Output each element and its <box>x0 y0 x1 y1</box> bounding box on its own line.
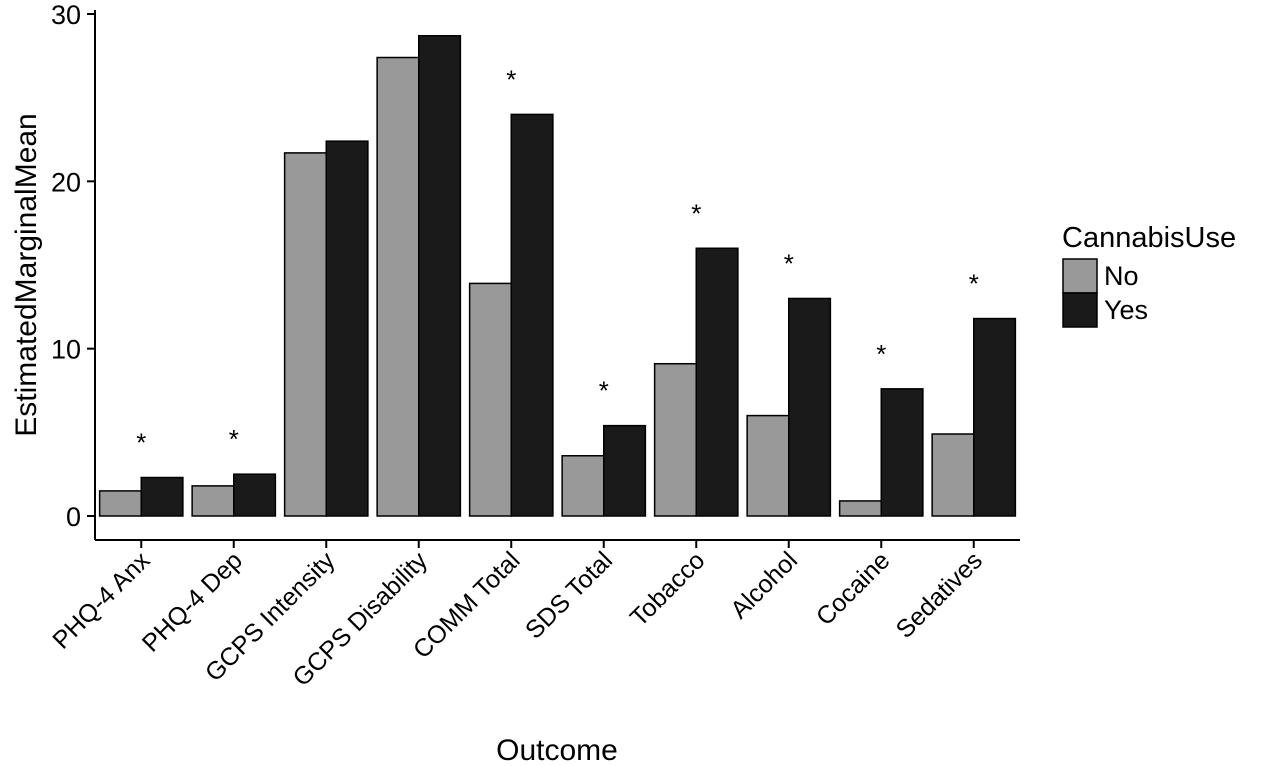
x-tick-label: Alcohol <box>725 546 803 624</box>
legend: CannabisUse No Yes <box>1062 222 1236 328</box>
legend-swatch-no <box>1062 258 1098 294</box>
x-tick-label: Tobacco <box>625 546 711 632</box>
bar-yes <box>140 476 184 517</box>
bar-yes <box>418 35 462 517</box>
bar-no <box>376 56 420 517</box>
bar-yes <box>233 473 277 517</box>
legend-swatch-yes <box>1062 292 1098 328</box>
bar-yes <box>695 247 739 517</box>
bar-no <box>746 414 790 517</box>
bar-no <box>838 500 883 517</box>
bar-no <box>468 282 513 517</box>
significance-asterisk: * <box>229 424 239 454</box>
significance-markers: * * * * * * * * <box>136 64 979 457</box>
significance-asterisk: * <box>136 428 146 458</box>
legend-title: CannabisUse <box>1062 222 1236 254</box>
y-tick-label: 10 <box>51 335 81 365</box>
x-axis-label: Outcome <box>496 734 618 766</box>
bar-yes <box>973 317 1017 517</box>
y-axis: 0 10 20 30 <box>51 0 96 540</box>
bar-yes <box>788 297 832 517</box>
legend-label-yes: Yes <box>1104 295 1148 325</box>
bar-no <box>98 490 143 517</box>
bar-no <box>931 433 975 517</box>
bars <box>98 35 1017 517</box>
x-tick-label: Cocaine <box>811 546 896 631</box>
bar-no <box>191 485 235 517</box>
bar-no <box>561 455 605 517</box>
bar-yes <box>325 140 369 517</box>
bar-no <box>283 152 328 517</box>
significance-asterisk: * <box>969 269 979 299</box>
x-tick-label: Sedatives <box>891 546 988 643</box>
bar-yes <box>880 388 924 517</box>
y-tick-label: 20 <box>51 167 81 197</box>
bar-yes <box>510 113 554 517</box>
significance-asterisk: * <box>876 339 886 369</box>
significance-asterisk: * <box>599 376 609 406</box>
bar-yes <box>603 424 647 517</box>
significance-asterisk: * <box>691 198 701 228</box>
x-tick-label: SDS Total <box>520 546 618 644</box>
bar-no <box>653 362 698 517</box>
legend-label-no: No <box>1104 261 1139 291</box>
significance-asterisk: * <box>784 248 794 278</box>
y-tick-label: 30 <box>51 0 81 30</box>
y-tick-label: 0 <box>66 502 81 532</box>
y-axis-label: EstimatedMarginalMean <box>10 113 43 436</box>
significance-asterisk: * <box>506 64 516 94</box>
